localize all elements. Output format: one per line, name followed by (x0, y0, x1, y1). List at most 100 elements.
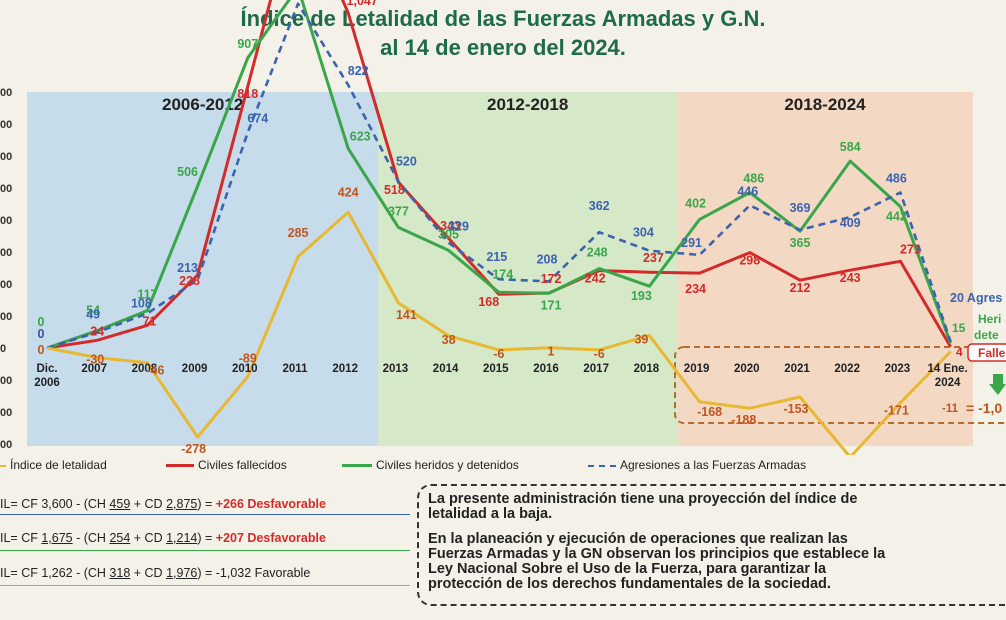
data-label-agresiones: 291 (681, 236, 702, 250)
end-label-indice-total: = -1,0 (966, 400, 1002, 416)
data-label-heridos: 54 (86, 304, 100, 318)
chart-legend: Índice de letalidad Civiles fallecidos C… (0, 458, 1006, 478)
x-tick-label: Dic. 2006 (34, 363, 60, 389)
formula-3-part: ) = (197, 566, 216, 580)
y-axis-tick: 00 (0, 87, 12, 99)
y-axis-tick: 00 (0, 151, 12, 163)
period-label-2: 2012-2018 (487, 95, 568, 114)
y-axis-tick: 00 (0, 215, 12, 227)
data-label-agresiones: 486 (886, 171, 907, 185)
formula-3-part: IL= CF 1,262 - (CH (0, 566, 110, 580)
formula-row-2: IL= CF 1,675 - (CH 254 + CD 1,214) = +20… (0, 531, 326, 545)
data-label-fallecidos: 343 (440, 219, 461, 233)
data-label-indice: -30 (86, 353, 104, 367)
data-label-agresiones: 304 (633, 226, 654, 240)
data-label-heridos: 174 (492, 267, 513, 281)
x-tick-label: 2011 (283, 363, 309, 375)
x-tick-label: 2018 (634, 363, 660, 375)
note-p1-line1: La presente administración tiene una pro… (428, 491, 858, 507)
formula-1-cd: 2,875 (166, 497, 198, 511)
formula-divider-3 (0, 585, 410, 586)
data-label-fallecidos: 518 (384, 183, 405, 197)
period-label-3: 2018-2024 (784, 95, 866, 114)
formula-divider-2 (0, 550, 410, 551)
data-label-indice: -171 (884, 404, 909, 418)
y-axis-tick: 00 (0, 247, 12, 259)
formula-1-part: ) = (197, 497, 216, 511)
x-tick-line: 2024 (935, 377, 961, 389)
data-label-indice: -153 (783, 402, 808, 416)
data-label-fallecidos: 243 (840, 271, 861, 285)
x-tick-line: 2022 (834, 363, 860, 375)
data-label-heridos: 623 (350, 130, 371, 144)
end-label-fallecidos-box (967, 343, 1006, 362)
legend-item-heridos: Civiles heridos y detenidos (342, 458, 519, 472)
data-label-fallecidos: 271 (900, 242, 921, 256)
x-tick-line: 2021 (784, 363, 810, 375)
data-label-fallecidos: 1,047 (347, 0, 378, 8)
data-label-heridos: 193 (631, 289, 652, 303)
legend-item-fallecidos: Civiles fallecidos (166, 458, 287, 472)
end-label-fallecidos-value: 4 (956, 345, 963, 359)
x-tick-line: 2011 (283, 363, 309, 375)
data-label-agresiones: 213 (177, 261, 198, 275)
formula-2-ch: 254 (109, 531, 131, 545)
data-label-agresiones: 520 (396, 155, 417, 169)
data-label-agresiones: 446 (737, 184, 758, 198)
legend-label-indice: Índice de letalidad (10, 458, 107, 472)
formula-2-cf: 1,675 (41, 531, 73, 545)
data-label-indice: 39 (634, 333, 648, 347)
x-tick-label: 2015 (483, 363, 509, 375)
x-tick-line: 2014 (433, 363, 459, 375)
data-label-agresiones: 362 (589, 199, 610, 213)
formula-2-part: - (CH (72, 531, 110, 545)
x-tick-label: 2014 (433, 363, 459, 375)
formula-3-cd: 1,976 (166, 566, 198, 580)
data-label-indice: 0 (38, 343, 45, 357)
data-label-fallecidos: 71 (142, 314, 156, 328)
data-label-agresiones: 208 (537, 252, 558, 266)
projection-note: La presente administración tiene una pro… (417, 484, 1006, 606)
data-label-fallecidos: 168 (478, 295, 499, 309)
x-tick-label: 2022 (834, 363, 860, 375)
x-tick-label: 2017 (583, 363, 609, 375)
end-label-heridos-value: 15 (952, 321, 966, 335)
end-label-agresiones: 20 Agres (950, 291, 1002, 305)
x-tick-line: Dic. (36, 363, 57, 375)
formula-3-result: -1,032 Favorable (215, 566, 311, 580)
x-tick-label: 2009 (182, 363, 208, 375)
note-p2-line2: Fuerzas Armadas y la GN observan los pri… (428, 546, 886, 562)
data-label-fallecidos: 172 (541, 272, 562, 286)
data-label-fallecidos: 228 (179, 274, 200, 288)
x-tick-line: 2009 (182, 363, 208, 375)
period-band-2 (378, 92, 678, 446)
chart-title: Índice de Letalidad de las Fuerzas Armad… (0, 4, 1006, 62)
formula-1-part: + CD (130, 497, 167, 511)
legend-swatch-heridos (342, 464, 372, 468)
formula-row-1: IL= CF 3,600 - (CH 459 + CD 2,875) = +26… (0, 497, 326, 511)
period-band-1 (27, 92, 379, 446)
series-line-agresiones (46, 2, 952, 350)
data-label-heridos: 377 (388, 204, 409, 218)
x-tick-label: 2016 (533, 363, 559, 375)
formula-1-ch: 459 (109, 497, 131, 511)
legend-swatch-fallecidos (166, 464, 194, 468)
title-line-2: al 14 de enero del 2024. (380, 35, 626, 60)
data-label-agresiones: 674 (247, 111, 268, 125)
data-label-heridos: 365 (790, 236, 811, 250)
data-label-fallecidos: 0 (38, 327, 45, 341)
x-tick-label: 2008 (132, 363, 158, 375)
data-label-heridos: 442 (886, 210, 907, 224)
y-axis-tick: 0 (0, 343, 6, 355)
data-label-agresiones: 329 (448, 220, 469, 234)
x-tick-label: 2013 (383, 363, 409, 375)
data-label-heridos: 907 (237, 37, 258, 51)
data-label-heridos: 248 (587, 246, 608, 260)
x-tick-line: 2016 (533, 363, 559, 375)
x-tick-label: 2007 (81, 363, 107, 375)
x-tick-line: 2007 (81, 363, 107, 375)
formula-3-ch: 318 (109, 566, 131, 580)
data-label-heridos: 0 (38, 315, 45, 329)
x-tick-line: 2013 (383, 363, 409, 375)
note-p2-line4: protección de los derechos fundamentales… (428, 576, 831, 592)
